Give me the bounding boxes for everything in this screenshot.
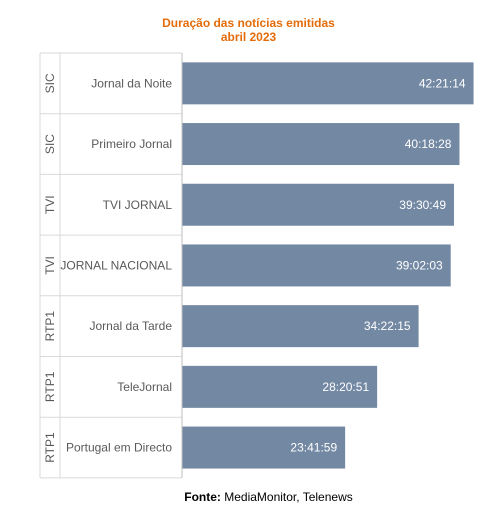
bar (182, 62, 474, 105)
channel-label: RTP1 (43, 432, 57, 463)
bar (182, 365, 378, 408)
program-label: Jornal da Tarde (90, 319, 173, 333)
program-label: JORNAL NACIONAL (60, 258, 172, 272)
bar (182, 183, 455, 226)
source-text: MediaMonitor, Telenews (224, 490, 353, 504)
program-label: Primeiro Jornal (91, 137, 172, 151)
source-label: Fonte: (184, 490, 221, 504)
data-label: 28:20:51 (322, 380, 369, 394)
program-label: TVI JORNAL (103, 198, 173, 212)
bar (182, 244, 451, 287)
bar (182, 305, 419, 348)
source-note: Fonte: MediaMonitor, Telenews (0, 490, 497, 504)
data-label: 40:18:28 (405, 137, 452, 151)
data-label: 42:21:14 (419, 76, 466, 90)
program-label: Portugal em Directo (66, 441, 172, 455)
data-label: 39:30:49 (399, 198, 446, 212)
bar (182, 426, 346, 469)
chart-title-line2: abril 2023 (220, 30, 277, 44)
channel-label: SIC (43, 73, 57, 93)
data-label: 23:41:59 (290, 441, 337, 455)
channel-label: RTP1 (43, 371, 57, 402)
channel-label: TVI (43, 256, 57, 275)
channel-label: RTP1 (43, 311, 57, 342)
program-label: Jornal da Noite (91, 76, 172, 90)
channel-label: TVI (43, 195, 57, 214)
program-label: TeleJornal (117, 380, 172, 394)
channel-label: SIC (43, 134, 57, 154)
bar-chart: SIC Jornal da Noite 42:21:14 SIC Primeiro Jo… (39, 52, 474, 479)
bar (182, 123, 460, 166)
chart-title-line1: Duração das notícias emitidas (162, 16, 335, 30)
data-label: 34:22:15 (364, 319, 411, 333)
data-label: 39:02:03 (396, 258, 443, 272)
